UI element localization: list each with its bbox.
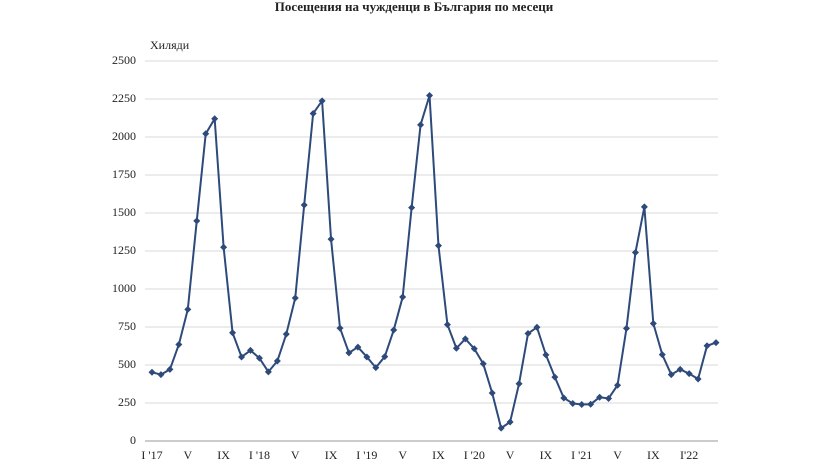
- y-tick-label: 1750: [112, 167, 136, 181]
- data-point: [246, 346, 254, 354]
- data-point: [533, 323, 541, 331]
- x-tick-label: V: [506, 448, 515, 462]
- data-point: [712, 339, 720, 347]
- data-point: [542, 351, 550, 359]
- x-tick-label: I '20: [464, 448, 485, 462]
- y-tick-label: 250: [118, 395, 136, 409]
- data-point: [229, 329, 237, 337]
- data-point: [479, 360, 487, 368]
- data-point: [417, 121, 425, 129]
- data-point: [193, 217, 201, 225]
- data-point: [238, 353, 246, 361]
- x-tick-label: V: [291, 448, 300, 462]
- x-tick-label: IX: [540, 448, 553, 462]
- data-point: [157, 371, 165, 379]
- y-tick-label: 2250: [112, 91, 136, 105]
- x-tick-label: IX: [325, 448, 338, 462]
- data-point: [264, 368, 272, 376]
- data-point: [515, 380, 523, 388]
- y-axis-label: Хиляди: [150, 38, 190, 52]
- data-point: [300, 201, 308, 209]
- x-tick-label: V: [183, 448, 192, 462]
- data-point: [524, 330, 532, 338]
- data-point: [614, 381, 622, 389]
- data-point: [318, 97, 326, 105]
- data-point: [255, 354, 263, 362]
- x-tick-label: I'22: [680, 448, 698, 462]
- data-point: [452, 344, 460, 352]
- data-point: [363, 353, 371, 361]
- data-point: [211, 115, 219, 123]
- data-point: [470, 345, 478, 353]
- data-point: [506, 418, 514, 426]
- data-point: [461, 335, 469, 343]
- x-tick-label: IX: [647, 448, 660, 462]
- data-point: [372, 364, 380, 372]
- data-point: [336, 324, 344, 332]
- data-point: [587, 400, 595, 408]
- data-point: [694, 375, 702, 383]
- data-point: [273, 357, 281, 365]
- data-point: [569, 399, 577, 407]
- data-point: [381, 353, 389, 361]
- data-point: [649, 320, 657, 328]
- data-point: [676, 365, 684, 373]
- data-point: [202, 130, 210, 138]
- data-point: [631, 249, 639, 257]
- data-point: [497, 424, 505, 432]
- y-tick-label: 0: [130, 433, 136, 447]
- data-point: [184, 305, 192, 313]
- data-point: [220, 243, 228, 251]
- data-point: [345, 349, 353, 357]
- data-point: [399, 293, 407, 301]
- data-point: [408, 204, 416, 212]
- x-tick-label: V: [613, 448, 622, 462]
- data-point: [148, 368, 156, 376]
- data-point: [488, 389, 496, 397]
- data-point: [578, 401, 586, 409]
- data-point: [175, 340, 183, 348]
- data-point: [605, 394, 613, 402]
- data-point: [551, 373, 559, 381]
- data-line: [151, 95, 717, 430]
- x-tick-label: IX: [432, 448, 445, 462]
- y-tick-label: 1000: [112, 281, 136, 295]
- data-point: [327, 235, 335, 243]
- y-tick-label: 1250: [112, 243, 136, 257]
- data-point: [354, 343, 362, 351]
- data-point: [560, 394, 568, 402]
- data-point: [640, 203, 648, 211]
- y-tick-label: 2000: [112, 129, 136, 143]
- data-point: [390, 326, 398, 334]
- data-point: [443, 321, 451, 329]
- data-point: [685, 370, 693, 378]
- data-point: [658, 351, 666, 359]
- chart-title: Посещения на чужденци в България по месе…: [275, 0, 554, 14]
- data-point: [596, 393, 604, 401]
- x-tick-label: I '18: [249, 448, 270, 462]
- x-tick-label: V: [398, 448, 407, 462]
- x-tick-label: I '21: [571, 448, 592, 462]
- y-tick-label: 2500: [112, 53, 136, 67]
- x-tick-label: I '19: [356, 448, 377, 462]
- data-point: [703, 342, 711, 350]
- data-point: [282, 330, 290, 338]
- data-point: [291, 294, 299, 302]
- data-point: [166, 365, 174, 373]
- y-tick-label: 1500: [112, 205, 136, 219]
- x-tick-label: I '17: [141, 448, 162, 462]
- data-point: [434, 242, 442, 250]
- y-tick-label: 750: [118, 319, 136, 333]
- data-point: [426, 92, 434, 100]
- data-point: [309, 109, 317, 117]
- data-point: [622, 324, 630, 332]
- x-tick-label: IX: [217, 448, 230, 462]
- data-point: [667, 371, 675, 379]
- y-tick-label: 500: [118, 357, 136, 371]
